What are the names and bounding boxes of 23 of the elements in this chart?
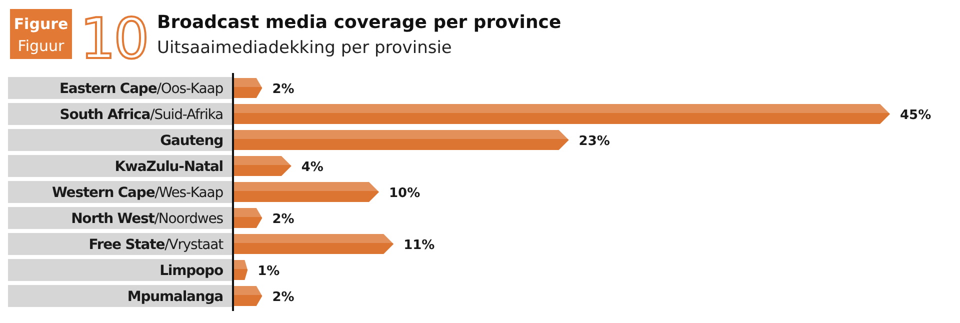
data-label: 23% — [578, 134, 610, 149]
y-tick-label: Eastern Cape/Oos-Kaap — [59, 81, 224, 97]
data-label: 11% — [404, 238, 435, 253]
y-tick-label: North West/Noordwes — [71, 211, 224, 227]
data-label: 2% — [272, 212, 294, 227]
data-label: 1% — [258, 264, 280, 279]
data-label: 10% — [389, 186, 420, 201]
y-tick-label: KwaZulu-Natal — [114, 159, 223, 175]
y-tick-label: Gauteng — [160, 133, 223, 149]
data-label: 2% — [272, 82, 294, 97]
data-label: 4% — [301, 160, 324, 175]
text: 10 — [80, 7, 148, 72]
y-tick-label: South Africa/Suid-Afrika — [60, 107, 224, 123]
y-tick-label: Western Cape/Wes-Kaap — [52, 185, 224, 201]
text: Figuur — [18, 37, 66, 55]
y-tick-label: Mpumalanga — [127, 289, 224, 305]
chart-subtitle: Uitsaaimediadekking per provinsie — [157, 38, 452, 58]
data-label: 45% — [900, 108, 932, 123]
y-tick-label: Limpopo — [160, 263, 224, 279]
y-tick-label: Free State/Vrystaat — [88, 237, 224, 253]
data-label: 2% — [272, 290, 294, 305]
text: Figure — [14, 15, 68, 33]
chart-title: Broadcast media coverage per province — [157, 12, 562, 33]
